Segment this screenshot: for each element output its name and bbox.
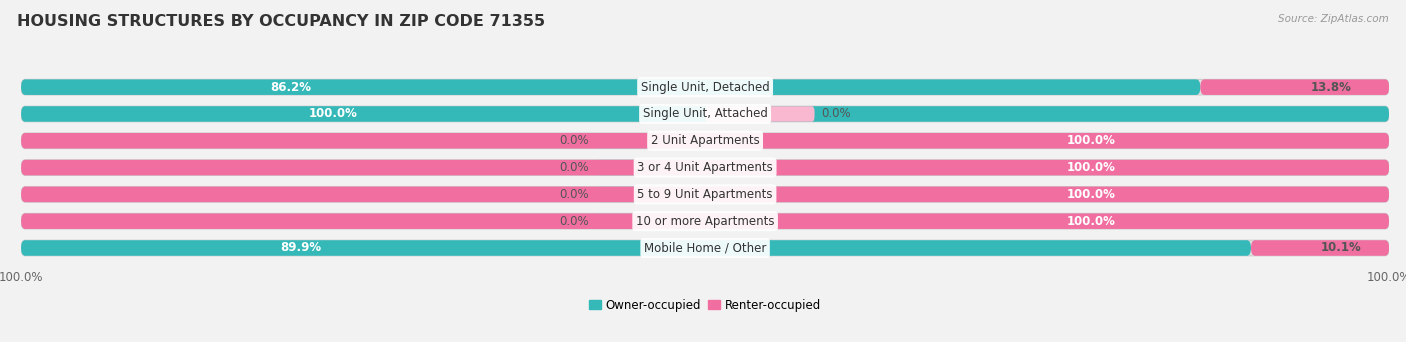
Text: 5 to 9 Unit Apartments: 5 to 9 Unit Apartments	[637, 188, 773, 201]
Text: 0.0%: 0.0%	[560, 188, 589, 201]
FancyBboxPatch shape	[21, 160, 1389, 175]
FancyBboxPatch shape	[21, 106, 1389, 122]
FancyBboxPatch shape	[706, 106, 814, 122]
FancyBboxPatch shape	[21, 187, 1389, 202]
FancyBboxPatch shape	[21, 213, 1389, 229]
FancyBboxPatch shape	[21, 133, 1389, 148]
FancyBboxPatch shape	[596, 160, 706, 175]
Text: 3 or 4 Unit Apartments: 3 or 4 Unit Apartments	[637, 161, 773, 174]
Text: Mobile Home / Other: Mobile Home / Other	[644, 241, 766, 254]
FancyBboxPatch shape	[21, 106, 1389, 122]
Text: Source: ZipAtlas.com: Source: ZipAtlas.com	[1278, 14, 1389, 24]
Text: 0.0%: 0.0%	[560, 134, 589, 147]
FancyBboxPatch shape	[21, 133, 1389, 148]
Text: 89.9%: 89.9%	[281, 241, 322, 254]
FancyBboxPatch shape	[21, 240, 1251, 256]
FancyBboxPatch shape	[21, 160, 1389, 175]
FancyBboxPatch shape	[21, 240, 1389, 256]
Text: 100.0%: 100.0%	[308, 107, 357, 120]
Text: 0.0%: 0.0%	[821, 107, 851, 120]
FancyBboxPatch shape	[1251, 240, 1389, 256]
FancyBboxPatch shape	[21, 79, 1389, 95]
Text: HOUSING STRUCTURES BY OCCUPANCY IN ZIP CODE 71355: HOUSING STRUCTURES BY OCCUPANCY IN ZIP C…	[17, 14, 546, 29]
FancyBboxPatch shape	[21, 79, 1201, 95]
Text: 100.0%: 100.0%	[1067, 161, 1115, 174]
Text: 10 or more Apartments: 10 or more Apartments	[636, 215, 775, 228]
FancyBboxPatch shape	[596, 133, 706, 148]
FancyBboxPatch shape	[21, 187, 1389, 202]
FancyBboxPatch shape	[596, 213, 706, 229]
Text: 0.0%: 0.0%	[560, 215, 589, 228]
Text: 100.0%: 100.0%	[1067, 188, 1115, 201]
Text: 100.0%: 100.0%	[1067, 215, 1115, 228]
Text: Single Unit, Detached: Single Unit, Detached	[641, 81, 769, 94]
FancyBboxPatch shape	[1201, 79, 1389, 95]
Text: 0.0%: 0.0%	[560, 161, 589, 174]
FancyBboxPatch shape	[596, 187, 706, 202]
Text: 10.1%: 10.1%	[1320, 241, 1361, 254]
Legend: Owner-occupied, Renter-occupied: Owner-occupied, Renter-occupied	[585, 294, 825, 316]
Text: 2 Unit Apartments: 2 Unit Apartments	[651, 134, 759, 147]
Text: 100.0%: 100.0%	[1067, 134, 1115, 147]
Text: 86.2%: 86.2%	[270, 81, 312, 94]
Text: Single Unit, Attached: Single Unit, Attached	[643, 107, 768, 120]
Text: 13.8%: 13.8%	[1310, 81, 1351, 94]
FancyBboxPatch shape	[21, 213, 1389, 229]
